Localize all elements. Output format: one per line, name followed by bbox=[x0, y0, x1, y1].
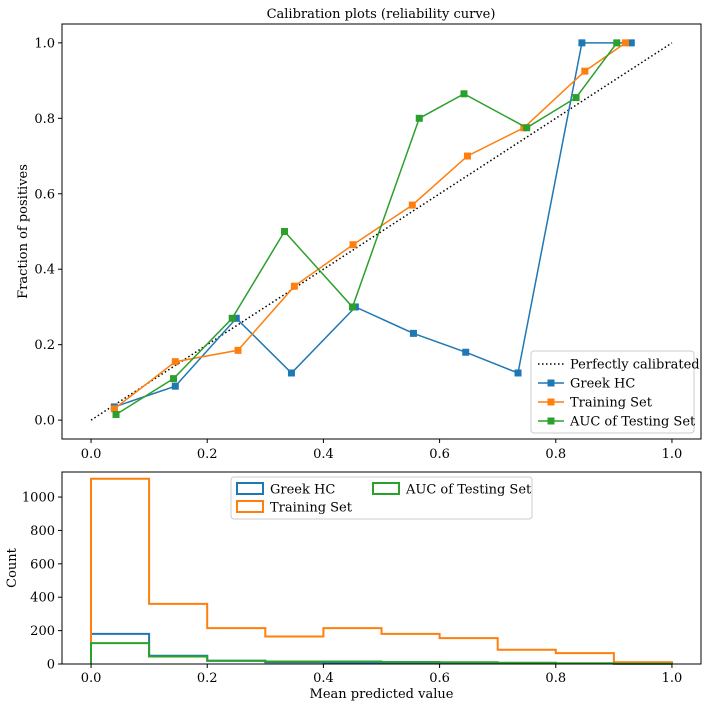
y-tick-label: 0.4 bbox=[34, 263, 55, 278]
perfectly-calibrated-line bbox=[90, 42, 673, 421]
series-point-1 bbox=[581, 67, 589, 75]
series-point-2 bbox=[415, 114, 423, 122]
histogram-series-2 bbox=[90, 642, 673, 665]
series-point-1 bbox=[290, 282, 298, 290]
series-point-0 bbox=[171, 382, 179, 390]
histogram-legend-swatch bbox=[236, 482, 264, 495]
x-tick-label: 0.6 bbox=[429, 671, 450, 686]
series-point-2 bbox=[460, 90, 468, 98]
y-tick-label: 1.0 bbox=[34, 36, 55, 51]
x-tick-label: 1.0 bbox=[662, 671, 683, 686]
series-point-0 bbox=[514, 369, 522, 377]
calibration-plot: 0.0 0.2 0.4 0.6 0.8 1.0 0.0 0.2 0.4 0.6 0.8 1.0 Frac… bbox=[16, 23, 702, 462]
series-point-2 bbox=[112, 410, 120, 418]
histogram-plot: 0.0 0.2 0.4 0.6 0.8 1.0 0 200 400 600 800 1000 Mean … bbox=[5, 471, 702, 702]
series-point-0 bbox=[462, 348, 470, 356]
histogram-frame bbox=[61, 471, 702, 665]
y-tick-label: 0.8 bbox=[34, 112, 55, 127]
legend-marker bbox=[547, 379, 555, 387]
histogram-legend-swatch bbox=[236, 500, 264, 513]
y-tick-label: 0.0 bbox=[34, 414, 55, 429]
y-tick-label: 200 bbox=[30, 624, 55, 639]
series-point-1 bbox=[463, 152, 471, 160]
y-tick-label: 0.2 bbox=[34, 338, 55, 353]
y-tick-label: 800 bbox=[30, 524, 55, 539]
x-tick-label: 0.4 bbox=[313, 671, 334, 686]
legend-marker bbox=[547, 417, 555, 425]
series-line-0 bbox=[114, 42, 632, 408]
series-point-2 bbox=[280, 228, 288, 235]
histogram-series-1 bbox=[90, 477, 673, 664]
series-point-2 bbox=[170, 375, 178, 383]
x-tick-label: 0.8 bbox=[545, 671, 566, 686]
y-tick-label: 600 bbox=[30, 557, 55, 572]
series-line-1 bbox=[113, 42, 626, 410]
histogram-legend-label: Greek HC bbox=[270, 483, 335, 498]
series-point-1 bbox=[621, 39, 629, 47]
x-tick-label: 0.0 bbox=[81, 447, 102, 462]
series-point-1 bbox=[349, 241, 357, 249]
series-point-1 bbox=[171, 358, 179, 366]
series-point-0 bbox=[287, 369, 295, 377]
x-tick-label: 0.2 bbox=[197, 447, 218, 462]
series-point-1 bbox=[110, 405, 118, 413]
y-tick-label: 400 bbox=[30, 591, 55, 606]
series-point-2 bbox=[348, 303, 356, 311]
series-point-2 bbox=[613, 39, 621, 47]
x-tick-label: 0.2 bbox=[197, 671, 218, 686]
histogram-legend-box bbox=[230, 476, 533, 520]
legend-label: Perfectly calibrated bbox=[570, 358, 700, 373]
series-line-2 bbox=[115, 42, 618, 416]
histogram-legend-label: AUC of Testing Set bbox=[405, 483, 532, 498]
x-tick-label: 0.6 bbox=[429, 447, 450, 462]
y-axis-label: Fraction of positives bbox=[16, 164, 31, 299]
series-point-1 bbox=[234, 346, 242, 354]
y-axis-label: Count bbox=[5, 547, 20, 588]
series-point-0 bbox=[232, 314, 240, 322]
x-tick-label: 0.8 bbox=[545, 447, 566, 462]
y-tick-label: 0.6 bbox=[34, 187, 55, 202]
series-point-0 bbox=[578, 39, 586, 47]
y-tick-label: 0 bbox=[47, 658, 55, 673]
histogram-series-0 bbox=[90, 632, 673, 665]
calibration-title: Calibration plots (reliability curve) bbox=[267, 7, 496, 22]
x-tick-label: 1.0 bbox=[662, 447, 683, 462]
series-point-0 bbox=[627, 39, 635, 47]
y-tick-label: 1000 bbox=[22, 491, 55, 506]
legend-label: AUC of Testing Set bbox=[569, 415, 696, 430]
legend-box bbox=[530, 350, 695, 434]
legend-marker bbox=[547, 398, 555, 406]
x-tick-label: 0.4 bbox=[313, 447, 334, 462]
series-point-1 bbox=[408, 201, 416, 209]
x-tick-label: 0.0 bbox=[81, 671, 102, 686]
histogram-legend-swatch bbox=[372, 482, 400, 495]
plot-frame bbox=[61, 23, 702, 440]
histogram-legend-label: Training Set bbox=[270, 501, 353, 516]
legend-label: Training Set bbox=[570, 396, 653, 411]
x-axis-label: Mean predicted value bbox=[310, 687, 454, 702]
series-point-2 bbox=[228, 314, 236, 322]
series-point-2 bbox=[523, 124, 531, 132]
series-point-0 bbox=[409, 329, 417, 337]
series-point-2 bbox=[572, 94, 580, 102]
legend-label: Greek HC bbox=[570, 377, 635, 392]
